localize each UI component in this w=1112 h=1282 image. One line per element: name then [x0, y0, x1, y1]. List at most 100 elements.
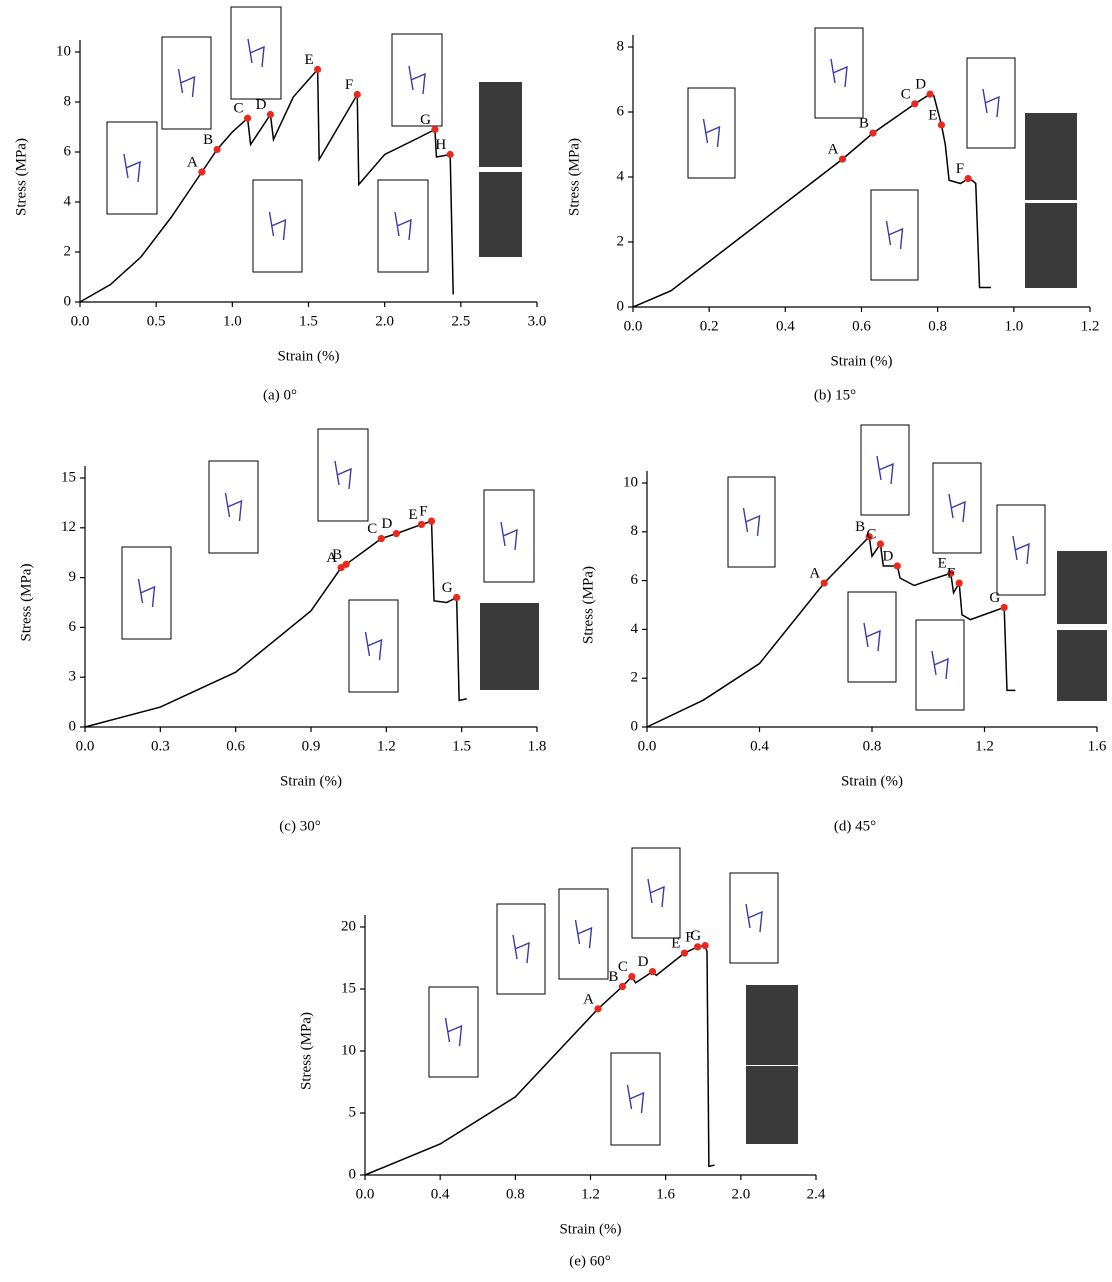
- sketch-box: [847, 591, 897, 683]
- key-point: [820, 579, 828, 587]
- x-tick-label: 1.6: [656, 1186, 675, 1202]
- x-tick-label: 1.5: [299, 313, 318, 329]
- crack-sketch: [647, 878, 665, 908]
- key-point: [1000, 603, 1008, 612]
- x-tick-label: 0.8: [506, 1186, 525, 1202]
- point-label: F: [345, 77, 353, 93]
- x-axis-label: Strain (%): [559, 1221, 621, 1237]
- point-label: A: [187, 154, 198, 170]
- x-tick-label: 1.8: [528, 738, 547, 754]
- key-point: [446, 150, 454, 159]
- x-tick-label: 1.5: [452, 738, 471, 754]
- sketch-box: [348, 599, 399, 693]
- y-axis-label: Stress (MPa): [13, 138, 29, 216]
- sketch-box: [915, 619, 965, 711]
- point-label: G: [690, 928, 701, 944]
- point-label: D: [915, 77, 926, 93]
- sketch-box: [558, 888, 609, 980]
- x-tick-label: 2.5: [451, 313, 470, 329]
- y-tick-label: 6: [69, 619, 77, 635]
- x-tick-label: 3.0: [528, 313, 547, 329]
- y-tick-label: 15: [341, 980, 356, 996]
- point-label: D: [638, 954, 649, 970]
- x-tick-label: 1.2: [581, 1186, 600, 1202]
- y-tick-label: 4: [631, 621, 639, 637]
- x-tick-label: 0.0: [356, 1186, 375, 1202]
- sketch-box: [860, 424, 910, 516]
- crack-sketch: [876, 455, 894, 485]
- crack-sketch: [444, 1017, 463, 1047]
- key-point: [417, 520, 426, 529]
- x-tick-label: 1.2: [377, 738, 396, 754]
- y-axis-label: Stress (MPa): [298, 1012, 314, 1090]
- caption: (c) 30°: [279, 818, 320, 834]
- x-tick-label: 0.4: [431, 1186, 450, 1202]
- key-point: [701, 942, 709, 950]
- x-tick-label: 1.2: [975, 738, 994, 754]
- x-tick-label: 0.0: [624, 318, 643, 334]
- x-axis-label: Strain (%): [841, 773, 903, 789]
- y-tick-label: 6: [64, 143, 72, 159]
- x-tick-label: 0.3: [151, 738, 170, 754]
- point-label: E: [928, 107, 937, 123]
- sketch-box: [610, 1052, 661, 1146]
- sketch-box: [814, 27, 864, 119]
- key-point: [680, 949, 689, 957]
- sketch-box: [729, 872, 779, 964]
- sketch-box: [230, 6, 282, 100]
- y-tick-label: 0: [64, 293, 72, 309]
- specimen-photo: [1057, 551, 1107, 624]
- crack-sketch: [948, 493, 966, 523]
- crack-sketch: [830, 58, 848, 88]
- crack-sketch: [123, 153, 141, 183]
- y-axis-label: Stress (MPa): [18, 564, 34, 642]
- sketch-box: [483, 489, 535, 583]
- sketch-box: [870, 189, 919, 281]
- crack-sketch: [268, 211, 287, 241]
- crack-sketch: [1012, 535, 1030, 565]
- point-label: H: [435, 137, 446, 153]
- key-point: [213, 145, 221, 154]
- key-point: [453, 593, 461, 602]
- x-tick-label: 0.6: [852, 318, 871, 334]
- key-point: [893, 562, 901, 570]
- x-tick-label: 0.9: [302, 738, 321, 754]
- point-label: C: [367, 521, 377, 537]
- specimen-photo: [479, 172, 522, 257]
- x-tick-label: 0.8: [863, 738, 882, 754]
- crack-sketch: [931, 650, 949, 680]
- crack-sketch: [247, 38, 265, 68]
- point-label: F: [685, 929, 693, 945]
- crack-sketch: [626, 1084, 645, 1114]
- point-label: B: [855, 519, 865, 535]
- point-label: D: [256, 97, 267, 113]
- y-tick-label: 3: [69, 669, 77, 685]
- key-point: [628, 973, 636, 981]
- y-tick-label: 10: [623, 474, 638, 490]
- x-tick-label: 0.0: [638, 738, 657, 754]
- point-label: A: [828, 142, 839, 158]
- sketch-box: [391, 33, 443, 127]
- x-axis-label: Strain (%): [277, 348, 339, 364]
- point-label: C: [618, 959, 628, 975]
- point-label: C: [234, 101, 244, 117]
- crack-sketch: [394, 211, 412, 241]
- y-tick-label: 9: [69, 569, 77, 585]
- caption: (d) 45°: [834, 818, 876, 834]
- y-tick-label: 0: [349, 1166, 357, 1182]
- x-tick-label: 1.0: [1004, 318, 1023, 334]
- point-label: C: [901, 86, 911, 102]
- crack-sketch: [982, 88, 1000, 118]
- x-tick-label: 2.0: [375, 313, 394, 329]
- x-tick-label: 0.4: [750, 738, 769, 754]
- key-point: [266, 110, 275, 119]
- y-tick-label: 6: [631, 572, 639, 588]
- stress-strain-curve: [79, 67, 454, 303]
- key-point: [198, 168, 206, 176]
- key-point: [865, 533, 873, 541]
- sketch-box: [966, 57, 1016, 149]
- key-point: [869, 129, 877, 137]
- point-label: F: [947, 565, 955, 581]
